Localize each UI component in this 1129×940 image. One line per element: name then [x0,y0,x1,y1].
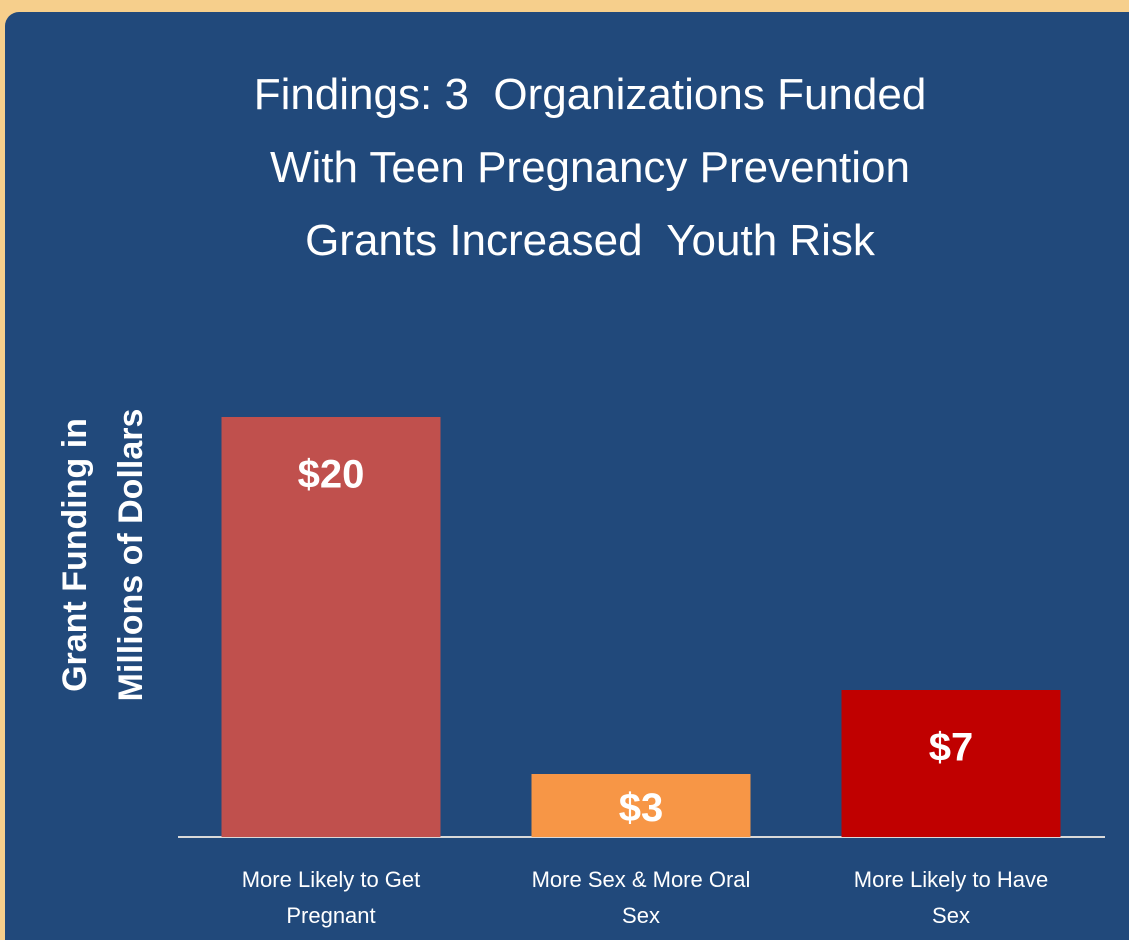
bar [531,774,751,837]
bar [841,690,1061,837]
x-tick-label: More Likely to Get Pregnant [241,867,421,928]
x-tick-label: More Sex & More Oral Sex [531,867,751,928]
x-tick-label: More Likely to Have Sex [853,867,1049,928]
chart-title: Findings: 3 Organizations Funded With Te… [253,70,927,265]
value-label: $3 [619,786,664,830]
value-label: $20 [298,453,365,497]
bar [221,417,441,837]
value-label: $7 [929,726,974,770]
